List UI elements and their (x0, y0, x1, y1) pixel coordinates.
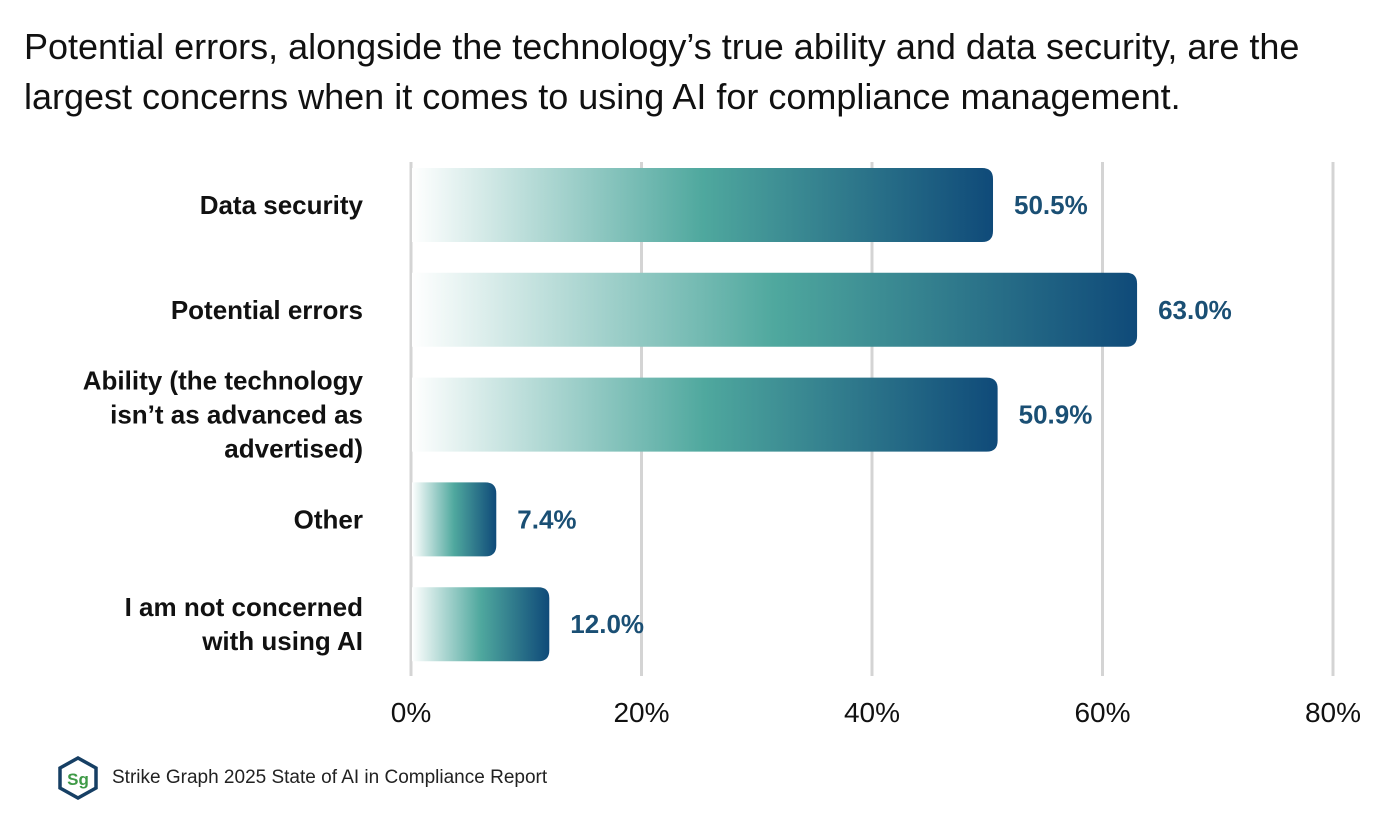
category-label: Other (294, 504, 363, 534)
bar (412, 168, 994, 242)
x-tick-label: 80% (1305, 697, 1361, 728)
category-label: Potential errors (171, 295, 363, 325)
value-label: 50.5% (1014, 190, 1088, 220)
category-labels: Data security Potential errors Ability (th… (83, 190, 364, 656)
category-label: Data security (200, 190, 364, 220)
bars (412, 168, 1138, 662)
value-label: 63.0% (1158, 295, 1232, 325)
value-labels: 50.5% 63.0% 50.9% 7.4% 12.0% (517, 190, 1232, 639)
value-label: 50.9% (1019, 400, 1093, 430)
value-label: 7.4% (517, 504, 576, 534)
category-label: I am not concerned (125, 592, 363, 622)
x-tick-label: 20% (613, 697, 669, 728)
category-label: with using AI (201, 626, 363, 656)
bar (412, 377, 998, 452)
x-tick-label: 40% (844, 697, 900, 728)
chart-title: Potential errors, alongside the technolo… (24, 26, 1300, 117)
value-label: 12.0% (570, 609, 644, 639)
bar (412, 587, 550, 662)
category-label: Ability (the technology (83, 366, 364, 396)
footer: Sg Strike Graph 2025 State of AI in Comp… (56, 756, 547, 800)
x-tick-label: 60% (1074, 697, 1130, 728)
bar (412, 272, 1138, 347)
logo-text: Sg (67, 770, 89, 789)
source-text: Strike Graph 2025 State of AI in Complia… (112, 767, 548, 788)
x-axis-ticks: 0% 20% 40% 60% 80% (391, 697, 1361, 728)
category-label: isn’t as advanced as (110, 400, 363, 430)
x-tick-label: 0% (391, 697, 431, 728)
bar (412, 482, 497, 557)
category-label: advertised) (224, 434, 363, 464)
strike-graph-logo-icon: Sg (58, 756, 98, 800)
